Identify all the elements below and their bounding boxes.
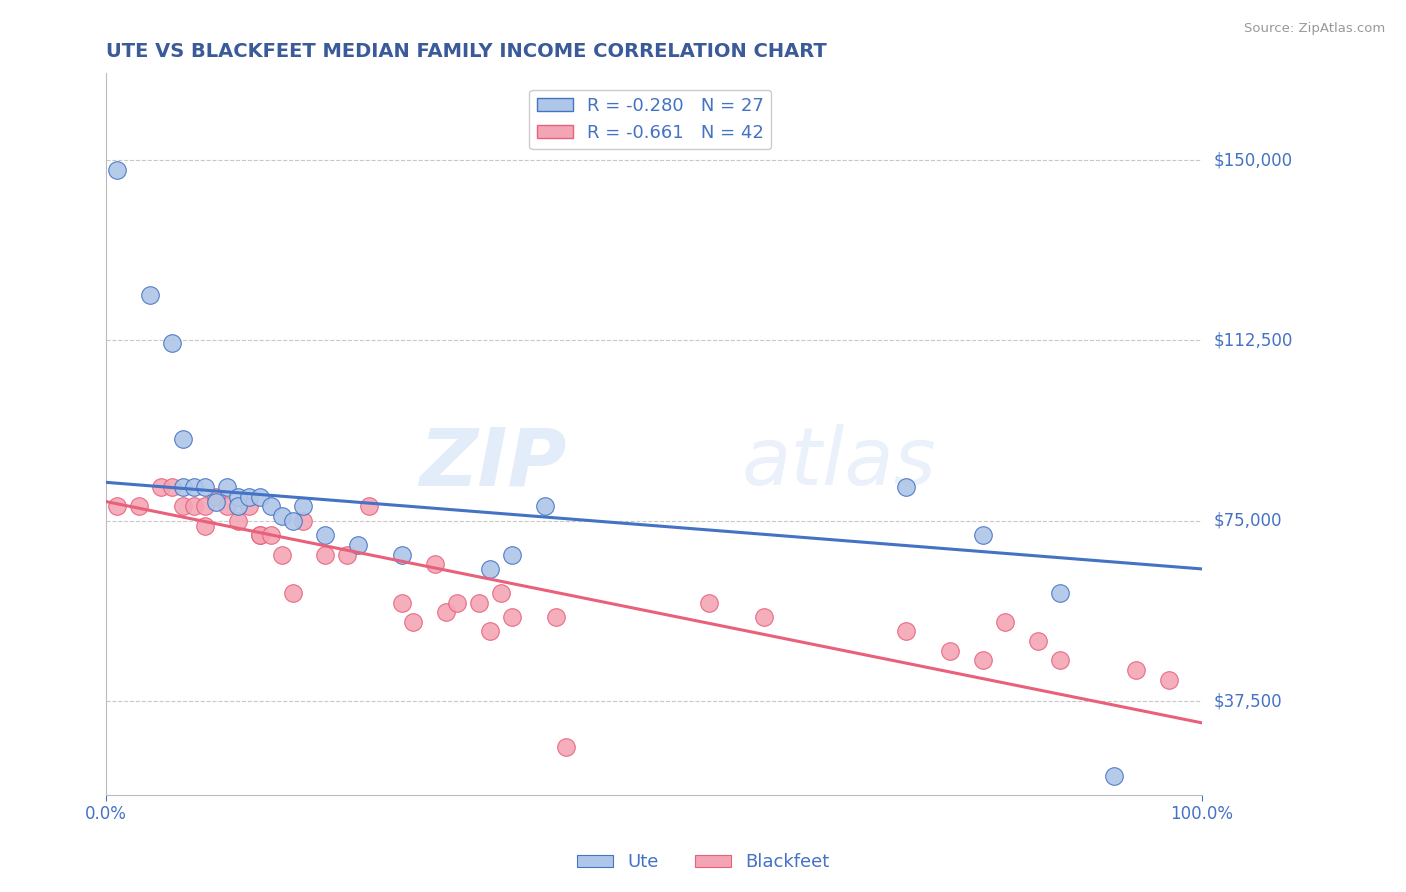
- Point: [226, 500, 249, 514]
- Point: [994, 615, 1017, 629]
- Point: [478, 562, 501, 576]
- Point: [468, 596, 491, 610]
- Point: [478, 624, 501, 639]
- Point: [359, 500, 381, 514]
- Point: [105, 162, 128, 177]
- Point: [896, 480, 918, 494]
- Point: [281, 514, 304, 528]
- Point: [194, 518, 217, 533]
- Point: [423, 557, 446, 571]
- Point: [205, 490, 228, 504]
- Point: [238, 490, 260, 504]
- Point: [972, 528, 994, 542]
- Point: [697, 596, 720, 610]
- Point: [752, 610, 775, 624]
- Point: [489, 586, 512, 600]
- Point: [270, 548, 292, 562]
- Point: [270, 509, 292, 524]
- Point: [314, 528, 336, 542]
- Point: [249, 528, 271, 542]
- Point: [215, 480, 238, 494]
- Point: [105, 500, 128, 514]
- Point: [160, 335, 183, 350]
- Point: [1104, 769, 1126, 783]
- Point: [1125, 663, 1147, 677]
- Point: [172, 432, 194, 446]
- Point: [281, 586, 304, 600]
- Text: atlas: atlas: [742, 424, 936, 502]
- Point: [292, 514, 315, 528]
- Text: Source: ZipAtlas.com: Source: ZipAtlas.com: [1244, 22, 1385, 36]
- Point: [292, 500, 315, 514]
- Point: [446, 596, 468, 610]
- Point: [259, 500, 281, 514]
- Point: [194, 500, 217, 514]
- Point: [555, 739, 578, 754]
- Point: [501, 610, 523, 624]
- Point: [128, 500, 150, 514]
- Point: [215, 500, 238, 514]
- Text: ZIP: ZIP: [419, 424, 567, 502]
- Point: [183, 500, 205, 514]
- Point: [896, 624, 918, 639]
- Point: [1049, 586, 1071, 600]
- Point: [347, 538, 370, 552]
- Point: [238, 500, 260, 514]
- Text: $150,000: $150,000: [1213, 151, 1292, 169]
- Point: [183, 480, 205, 494]
- Point: [194, 480, 217, 494]
- Point: [249, 490, 271, 504]
- Text: $75,000: $75,000: [1213, 512, 1282, 530]
- Point: [205, 494, 228, 508]
- Point: [139, 287, 162, 301]
- Point: [336, 548, 359, 562]
- Point: [259, 528, 281, 542]
- Point: [501, 548, 523, 562]
- Point: [249, 528, 271, 542]
- Point: [1026, 634, 1049, 648]
- Point: [172, 500, 194, 514]
- Point: [1159, 673, 1181, 687]
- Point: [1049, 653, 1071, 667]
- Point: [391, 548, 413, 562]
- Point: [972, 653, 994, 667]
- Text: UTE VS BLACKFEET MEDIAN FAMILY INCOME CORRELATION CHART: UTE VS BLACKFEET MEDIAN FAMILY INCOME CO…: [107, 42, 827, 61]
- Point: [314, 548, 336, 562]
- Text: $37,500: $37,500: [1213, 692, 1282, 710]
- Point: [172, 480, 194, 494]
- Point: [226, 514, 249, 528]
- Point: [226, 490, 249, 504]
- Legend: R = -0.280   N = 27, R = -0.661   N = 42: R = -0.280 N = 27, R = -0.661 N = 42: [529, 90, 770, 149]
- Point: [533, 500, 555, 514]
- Point: [391, 596, 413, 610]
- Point: [160, 480, 183, 494]
- Point: [402, 615, 425, 629]
- Text: $112,500: $112,500: [1213, 332, 1292, 350]
- Point: [434, 605, 457, 619]
- Point: [939, 644, 962, 658]
- Legend: Ute, Blackfeet: Ute, Blackfeet: [569, 847, 837, 879]
- Point: [544, 610, 567, 624]
- Point: [150, 480, 173, 494]
